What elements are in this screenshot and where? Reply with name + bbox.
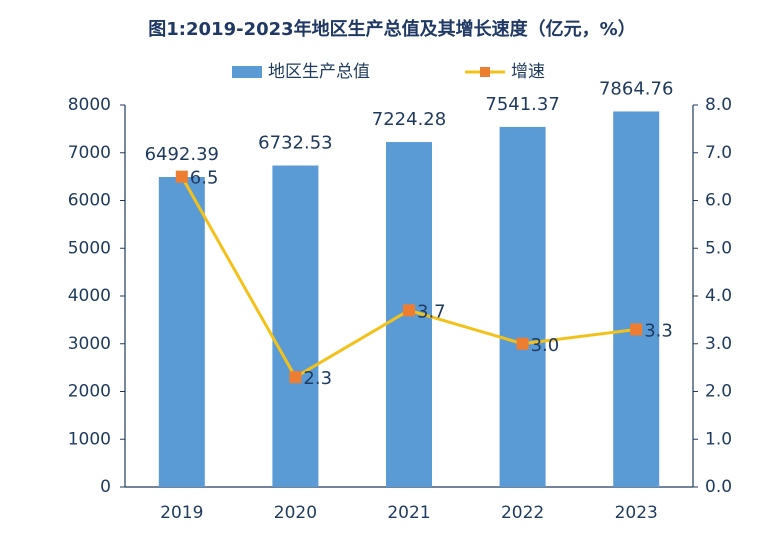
y-tick-label: 7000 <box>68 143 111 163</box>
marker <box>516 337 529 350</box>
y2-tick-label: 3.0 <box>705 334 732 354</box>
bar <box>272 165 319 487</box>
x-tick-label: 2021 <box>387 503 430 523</box>
legend-label: 增速 <box>511 62 545 82</box>
data-label: 7224.28 <box>372 109 446 130</box>
x-tick-label: 2023 <box>615 503 658 523</box>
y2-tick-label: 4.0 <box>705 286 732 306</box>
marker <box>630 323 643 336</box>
y2-tick-label: 7.0 <box>705 143 732 163</box>
y-tick-label: 6000 <box>68 191 111 211</box>
y-tick-label: 1000 <box>68 429 111 449</box>
legend-label: 地区生产总值 <box>268 62 370 82</box>
data-label: 7541.37 <box>485 94 559 115</box>
y-tick-label: 2000 <box>68 382 111 402</box>
bar <box>158 176 205 487</box>
data-label: 3.0 <box>531 335 560 356</box>
y2-tick-label: 0.0 <box>705 477 732 497</box>
y-tick-label: 4000 <box>68 286 111 306</box>
y2-tick-label: 6.0 <box>705 191 732 211</box>
marker <box>175 170 188 183</box>
data-label: 6.5 <box>190 168 219 189</box>
data-label: 2.3 <box>303 368 332 389</box>
data-label: 3.7 <box>417 301 446 322</box>
y2-tick-label: 2.0 <box>705 382 732 402</box>
x-tick-label: 2019 <box>160 503 203 523</box>
chart-title: 图1:2019-2023年地区生产总值及其增长速度（亿元，%） <box>148 18 635 40</box>
marker <box>289 371 302 384</box>
marker <box>403 304 415 317</box>
legend-marker <box>480 67 490 77</box>
y-tick-label: 0 <box>100 477 111 497</box>
y2-tick-label: 1.0 <box>705 429 732 449</box>
data-label: 6492.39 <box>145 144 219 165</box>
data-label: 7864.76 <box>599 78 673 99</box>
data-label: 6732.53 <box>258 133 332 154</box>
y-tick-label: 3000 <box>68 334 111 354</box>
y2-tick-label: 5.0 <box>705 238 732 258</box>
x-tick-label: 2020 <box>274 503 317 523</box>
y-tick-label: 8000 <box>68 95 111 115</box>
data-label: 3.3 <box>644 320 673 341</box>
y2-tick-label: 8.0 <box>705 95 732 115</box>
y-tick-label: 5000 <box>68 238 111 258</box>
bar <box>613 111 660 488</box>
bar <box>499 126 546 487</box>
legend-swatch <box>232 66 262 78</box>
x-tick-label: 2022 <box>501 503 544 523</box>
